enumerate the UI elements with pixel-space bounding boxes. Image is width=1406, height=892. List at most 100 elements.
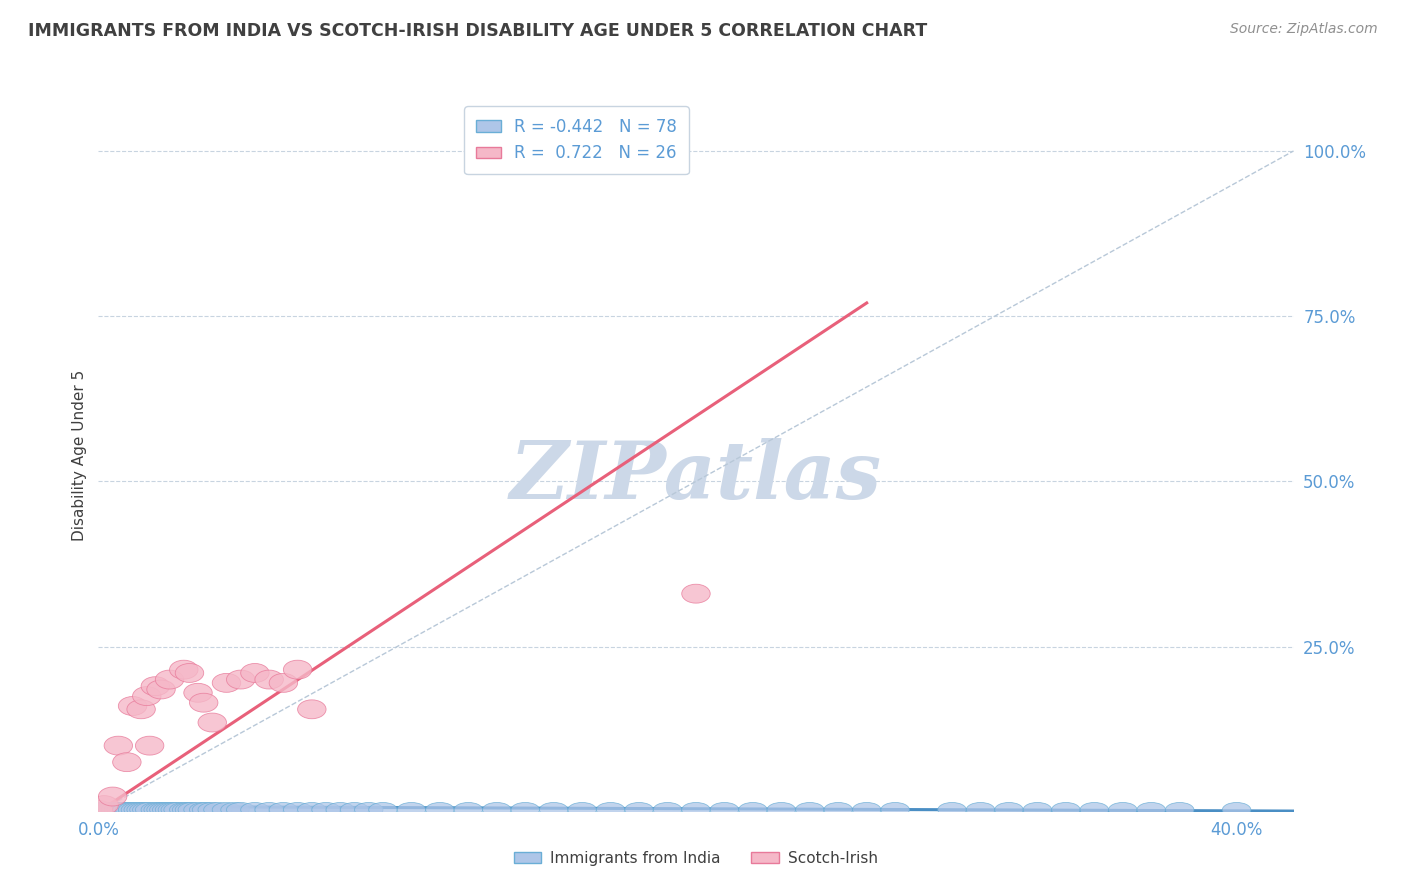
- Ellipse shape: [135, 736, 165, 756]
- Ellipse shape: [326, 803, 354, 817]
- Ellipse shape: [198, 713, 226, 732]
- Ellipse shape: [298, 803, 326, 817]
- Ellipse shape: [170, 803, 198, 817]
- Ellipse shape: [190, 803, 218, 817]
- Ellipse shape: [682, 803, 710, 817]
- Ellipse shape: [162, 803, 190, 817]
- Ellipse shape: [198, 803, 226, 817]
- Ellipse shape: [127, 700, 155, 719]
- Ellipse shape: [179, 803, 207, 817]
- Ellipse shape: [101, 803, 129, 817]
- Ellipse shape: [340, 803, 368, 817]
- Ellipse shape: [710, 803, 738, 817]
- Ellipse shape: [510, 803, 540, 817]
- Ellipse shape: [129, 803, 159, 817]
- Ellipse shape: [1108, 803, 1137, 817]
- Ellipse shape: [84, 803, 112, 817]
- Ellipse shape: [87, 803, 115, 817]
- Ellipse shape: [159, 803, 187, 817]
- Ellipse shape: [269, 803, 298, 817]
- Ellipse shape: [298, 700, 326, 719]
- Ellipse shape: [1137, 803, 1166, 817]
- Ellipse shape: [796, 803, 824, 817]
- Ellipse shape: [454, 803, 482, 817]
- Ellipse shape: [254, 670, 284, 689]
- Ellipse shape: [98, 803, 127, 817]
- Ellipse shape: [396, 803, 426, 817]
- Ellipse shape: [540, 803, 568, 817]
- Ellipse shape: [107, 803, 135, 817]
- Ellipse shape: [118, 697, 146, 715]
- Ellipse shape: [226, 803, 254, 817]
- Legend: Immigrants from India, Scotch-Irish: Immigrants from India, Scotch-Irish: [508, 845, 884, 871]
- Ellipse shape: [654, 803, 682, 817]
- Ellipse shape: [176, 803, 204, 817]
- Ellipse shape: [212, 673, 240, 692]
- Ellipse shape: [240, 803, 269, 817]
- Ellipse shape: [354, 803, 382, 817]
- Ellipse shape: [240, 664, 269, 682]
- Ellipse shape: [254, 803, 284, 817]
- Ellipse shape: [1024, 803, 1052, 817]
- Ellipse shape: [682, 584, 710, 603]
- Ellipse shape: [90, 796, 118, 814]
- Ellipse shape: [738, 803, 768, 817]
- Ellipse shape: [193, 803, 221, 817]
- Ellipse shape: [152, 803, 181, 817]
- Ellipse shape: [165, 803, 193, 817]
- Ellipse shape: [1166, 803, 1194, 817]
- Ellipse shape: [170, 660, 198, 679]
- Ellipse shape: [98, 787, 127, 806]
- Ellipse shape: [135, 803, 165, 817]
- Ellipse shape: [155, 670, 184, 689]
- Ellipse shape: [96, 803, 124, 817]
- Ellipse shape: [852, 803, 882, 817]
- Ellipse shape: [84, 800, 112, 819]
- Ellipse shape: [110, 803, 138, 817]
- Ellipse shape: [312, 803, 340, 817]
- Ellipse shape: [1222, 803, 1251, 817]
- Ellipse shape: [93, 803, 121, 817]
- Ellipse shape: [624, 803, 654, 817]
- Text: IMMIGRANTS FROM INDIA VS SCOTCH-IRISH DISABILITY AGE UNDER 5 CORRELATION CHART: IMMIGRANTS FROM INDIA VS SCOTCH-IRISH DI…: [28, 22, 928, 40]
- Ellipse shape: [221, 803, 249, 817]
- Ellipse shape: [112, 753, 141, 772]
- Ellipse shape: [568, 803, 596, 817]
- Ellipse shape: [269, 673, 298, 692]
- Ellipse shape: [882, 803, 910, 817]
- Ellipse shape: [768, 803, 796, 817]
- Y-axis label: Disability Age Under 5: Disability Age Under 5: [72, 369, 87, 541]
- Ellipse shape: [190, 693, 218, 712]
- Ellipse shape: [173, 803, 201, 817]
- Ellipse shape: [127, 803, 155, 817]
- Ellipse shape: [1052, 803, 1080, 817]
- Ellipse shape: [118, 803, 146, 817]
- Ellipse shape: [112, 803, 141, 817]
- Ellipse shape: [184, 683, 212, 702]
- Ellipse shape: [146, 803, 176, 817]
- Ellipse shape: [426, 803, 454, 817]
- Ellipse shape: [143, 803, 173, 817]
- Ellipse shape: [212, 803, 240, 817]
- Ellipse shape: [141, 677, 170, 696]
- Ellipse shape: [176, 664, 204, 682]
- Ellipse shape: [482, 803, 510, 817]
- Ellipse shape: [90, 803, 118, 817]
- Ellipse shape: [284, 803, 312, 817]
- Ellipse shape: [132, 803, 162, 817]
- Ellipse shape: [1080, 803, 1108, 817]
- Ellipse shape: [104, 803, 132, 817]
- Ellipse shape: [596, 803, 624, 817]
- Text: Source: ZipAtlas.com: Source: ZipAtlas.com: [1230, 22, 1378, 37]
- Ellipse shape: [149, 803, 179, 817]
- Ellipse shape: [284, 660, 312, 679]
- Ellipse shape: [115, 803, 143, 817]
- Ellipse shape: [104, 736, 132, 756]
- Ellipse shape: [146, 680, 176, 699]
- Text: ZIPatlas: ZIPatlas: [510, 438, 882, 515]
- Ellipse shape: [995, 803, 1024, 817]
- Ellipse shape: [124, 803, 152, 817]
- Ellipse shape: [132, 687, 162, 706]
- Ellipse shape: [204, 803, 232, 817]
- Ellipse shape: [368, 803, 398, 817]
